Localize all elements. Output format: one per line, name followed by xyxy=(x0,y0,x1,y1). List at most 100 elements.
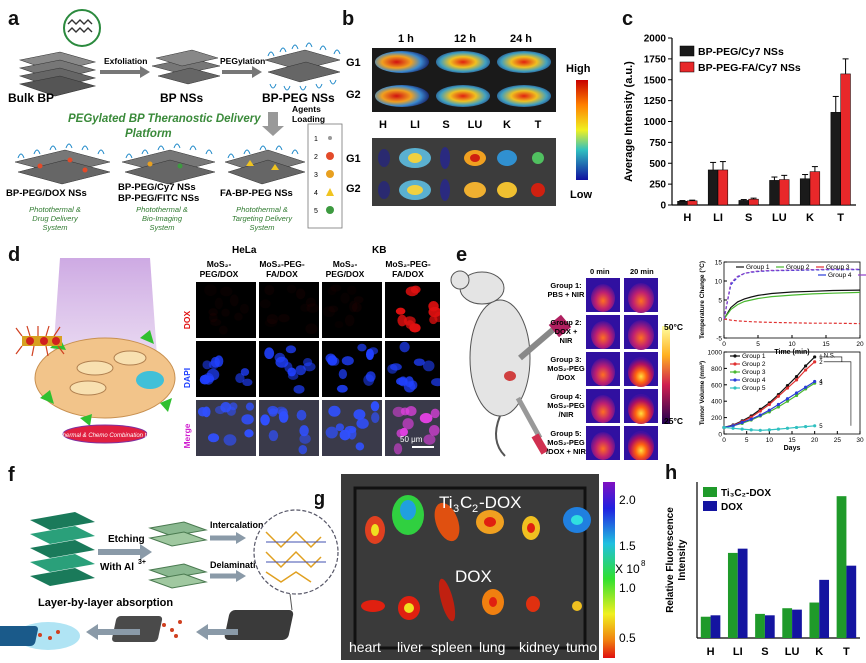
data-point xyxy=(804,425,808,429)
legend-label: Group 4 xyxy=(742,377,766,384)
panel-label-b: b xyxy=(342,8,355,30)
chart-c: 0 250 500 750 1000 1250 1500 1750 2000 Average In… xyxy=(623,34,856,224)
x-tick-label: 10 xyxy=(788,341,796,348)
cell xyxy=(397,314,407,327)
panel-label-a: a xyxy=(8,8,20,30)
cell xyxy=(330,357,340,366)
legend-label: BP-PEG-FA/Cy7 NSs xyxy=(698,62,801,74)
thermal-spot xyxy=(591,395,615,423)
mouse-images xyxy=(375,51,551,107)
panel-label-d: d xyxy=(8,244,21,266)
micrograph-tile xyxy=(259,282,319,338)
legend-marker xyxy=(733,370,737,374)
data-point xyxy=(785,384,790,388)
series-end-label: 3 xyxy=(819,381,823,387)
bar xyxy=(738,200,749,206)
thermal-spot xyxy=(628,320,654,350)
x-axis-label: Time (min) xyxy=(774,349,809,356)
cell xyxy=(353,409,366,420)
cell xyxy=(370,401,380,412)
panel-d-figure: Photothermal & Chemo Combination therapy… xyxy=(15,245,440,456)
cell xyxy=(287,285,297,294)
legend-marker xyxy=(733,362,737,366)
bar xyxy=(836,496,847,638)
data-point xyxy=(785,397,790,401)
series-end-label: 4 xyxy=(819,380,823,386)
svg-text:3: 3 xyxy=(453,503,459,515)
x-axis-label: Days xyxy=(784,445,801,452)
cell xyxy=(266,313,279,325)
data-point xyxy=(758,413,762,417)
thermal-spot xyxy=(628,357,654,387)
svg-text:3+: 3+ xyxy=(138,559,146,566)
x-tick-label: S xyxy=(745,212,752,224)
data-point xyxy=(749,417,753,421)
data-point xyxy=(722,425,726,430)
panel-h: h Relative Fluorescence Intensity H LI S LU K T… xyxy=(655,460,866,663)
svg-text:Layer-by-layer absorption: Layer-by-layer absorption xyxy=(38,597,173,609)
cell xyxy=(303,358,313,367)
legend-label: Ti₃C₂-DOX xyxy=(721,488,771,499)
y-tick-label: 250 xyxy=(649,180,666,191)
cell xyxy=(405,405,417,417)
svg-text:tumo: tumo xyxy=(566,639,597,655)
data-point xyxy=(776,427,780,431)
svg-text:0.5: 0.5 xyxy=(619,631,636,645)
bar xyxy=(779,179,790,206)
cell xyxy=(295,288,306,300)
cell xyxy=(305,323,318,335)
svg-text:Photothermal &: Photothermal & xyxy=(29,205,81,214)
y-axis-label: Intensity xyxy=(677,539,688,581)
x-tick-label: 30 xyxy=(856,437,864,444)
bulk-bp-stack xyxy=(18,51,97,97)
label-pegylation: PEGylation xyxy=(220,56,265,66)
bp-nanosheets xyxy=(151,49,221,85)
legend-label: DOX xyxy=(721,502,743,513)
x-tick-label: H xyxy=(707,646,715,658)
cell xyxy=(202,372,214,385)
cell xyxy=(214,355,224,367)
legend-label: Group 1 xyxy=(746,264,770,271)
bar xyxy=(782,608,793,638)
cell xyxy=(338,369,348,380)
data-point xyxy=(794,375,799,379)
data-point xyxy=(804,385,808,389)
svg-text:H: H xyxy=(379,119,387,131)
cell xyxy=(267,405,279,415)
data-point xyxy=(813,379,817,384)
film-piece xyxy=(224,610,294,640)
bar xyxy=(764,615,775,638)
bar xyxy=(687,200,698,206)
cell xyxy=(220,286,232,296)
svg-text:50 μm: 50 μm xyxy=(400,435,423,444)
panel-a-schematic: Bulk BP Exfoliation BP NSs PEGylation BP… xyxy=(6,9,343,232)
legend-label: Group 2 xyxy=(742,361,766,368)
bar xyxy=(727,552,738,638)
y-tick-label: 600 xyxy=(711,382,722,389)
legend-label: Group 3 xyxy=(742,369,766,376)
svg-text:FA/DOX: FA/DOX xyxy=(266,269,298,279)
x-tick-label: 5 xyxy=(756,341,760,348)
y-tick-label: 0 xyxy=(718,317,722,324)
bar xyxy=(809,602,820,638)
panel-g: g Ti 3 C 2 -DOX DOX heart liver xyxy=(315,470,651,663)
cell xyxy=(299,425,309,437)
y-tick-label: 0 xyxy=(718,432,722,439)
svg-text:System: System xyxy=(249,223,274,232)
cell xyxy=(274,352,286,363)
cell xyxy=(335,423,345,432)
svg-text:Photothermal & Chemo Combinati: Photothermal & Chemo Combination therapy xyxy=(45,433,165,439)
svg-text:Targeting Delivery: Targeting Delivery xyxy=(232,214,293,223)
data-point xyxy=(794,378,799,382)
micrograph-grid xyxy=(196,282,440,456)
svg-text:spleen: spleen xyxy=(431,639,472,655)
bar xyxy=(840,73,851,206)
cell xyxy=(351,302,362,313)
svg-text:Merge: Merge xyxy=(182,423,192,448)
label-product-1: BP-PEG/DOX NSs xyxy=(6,188,87,199)
cell xyxy=(325,426,338,439)
cell xyxy=(353,296,364,304)
svg-text:G2: G2 xyxy=(346,89,361,101)
product-stack-1 xyxy=(14,143,111,185)
